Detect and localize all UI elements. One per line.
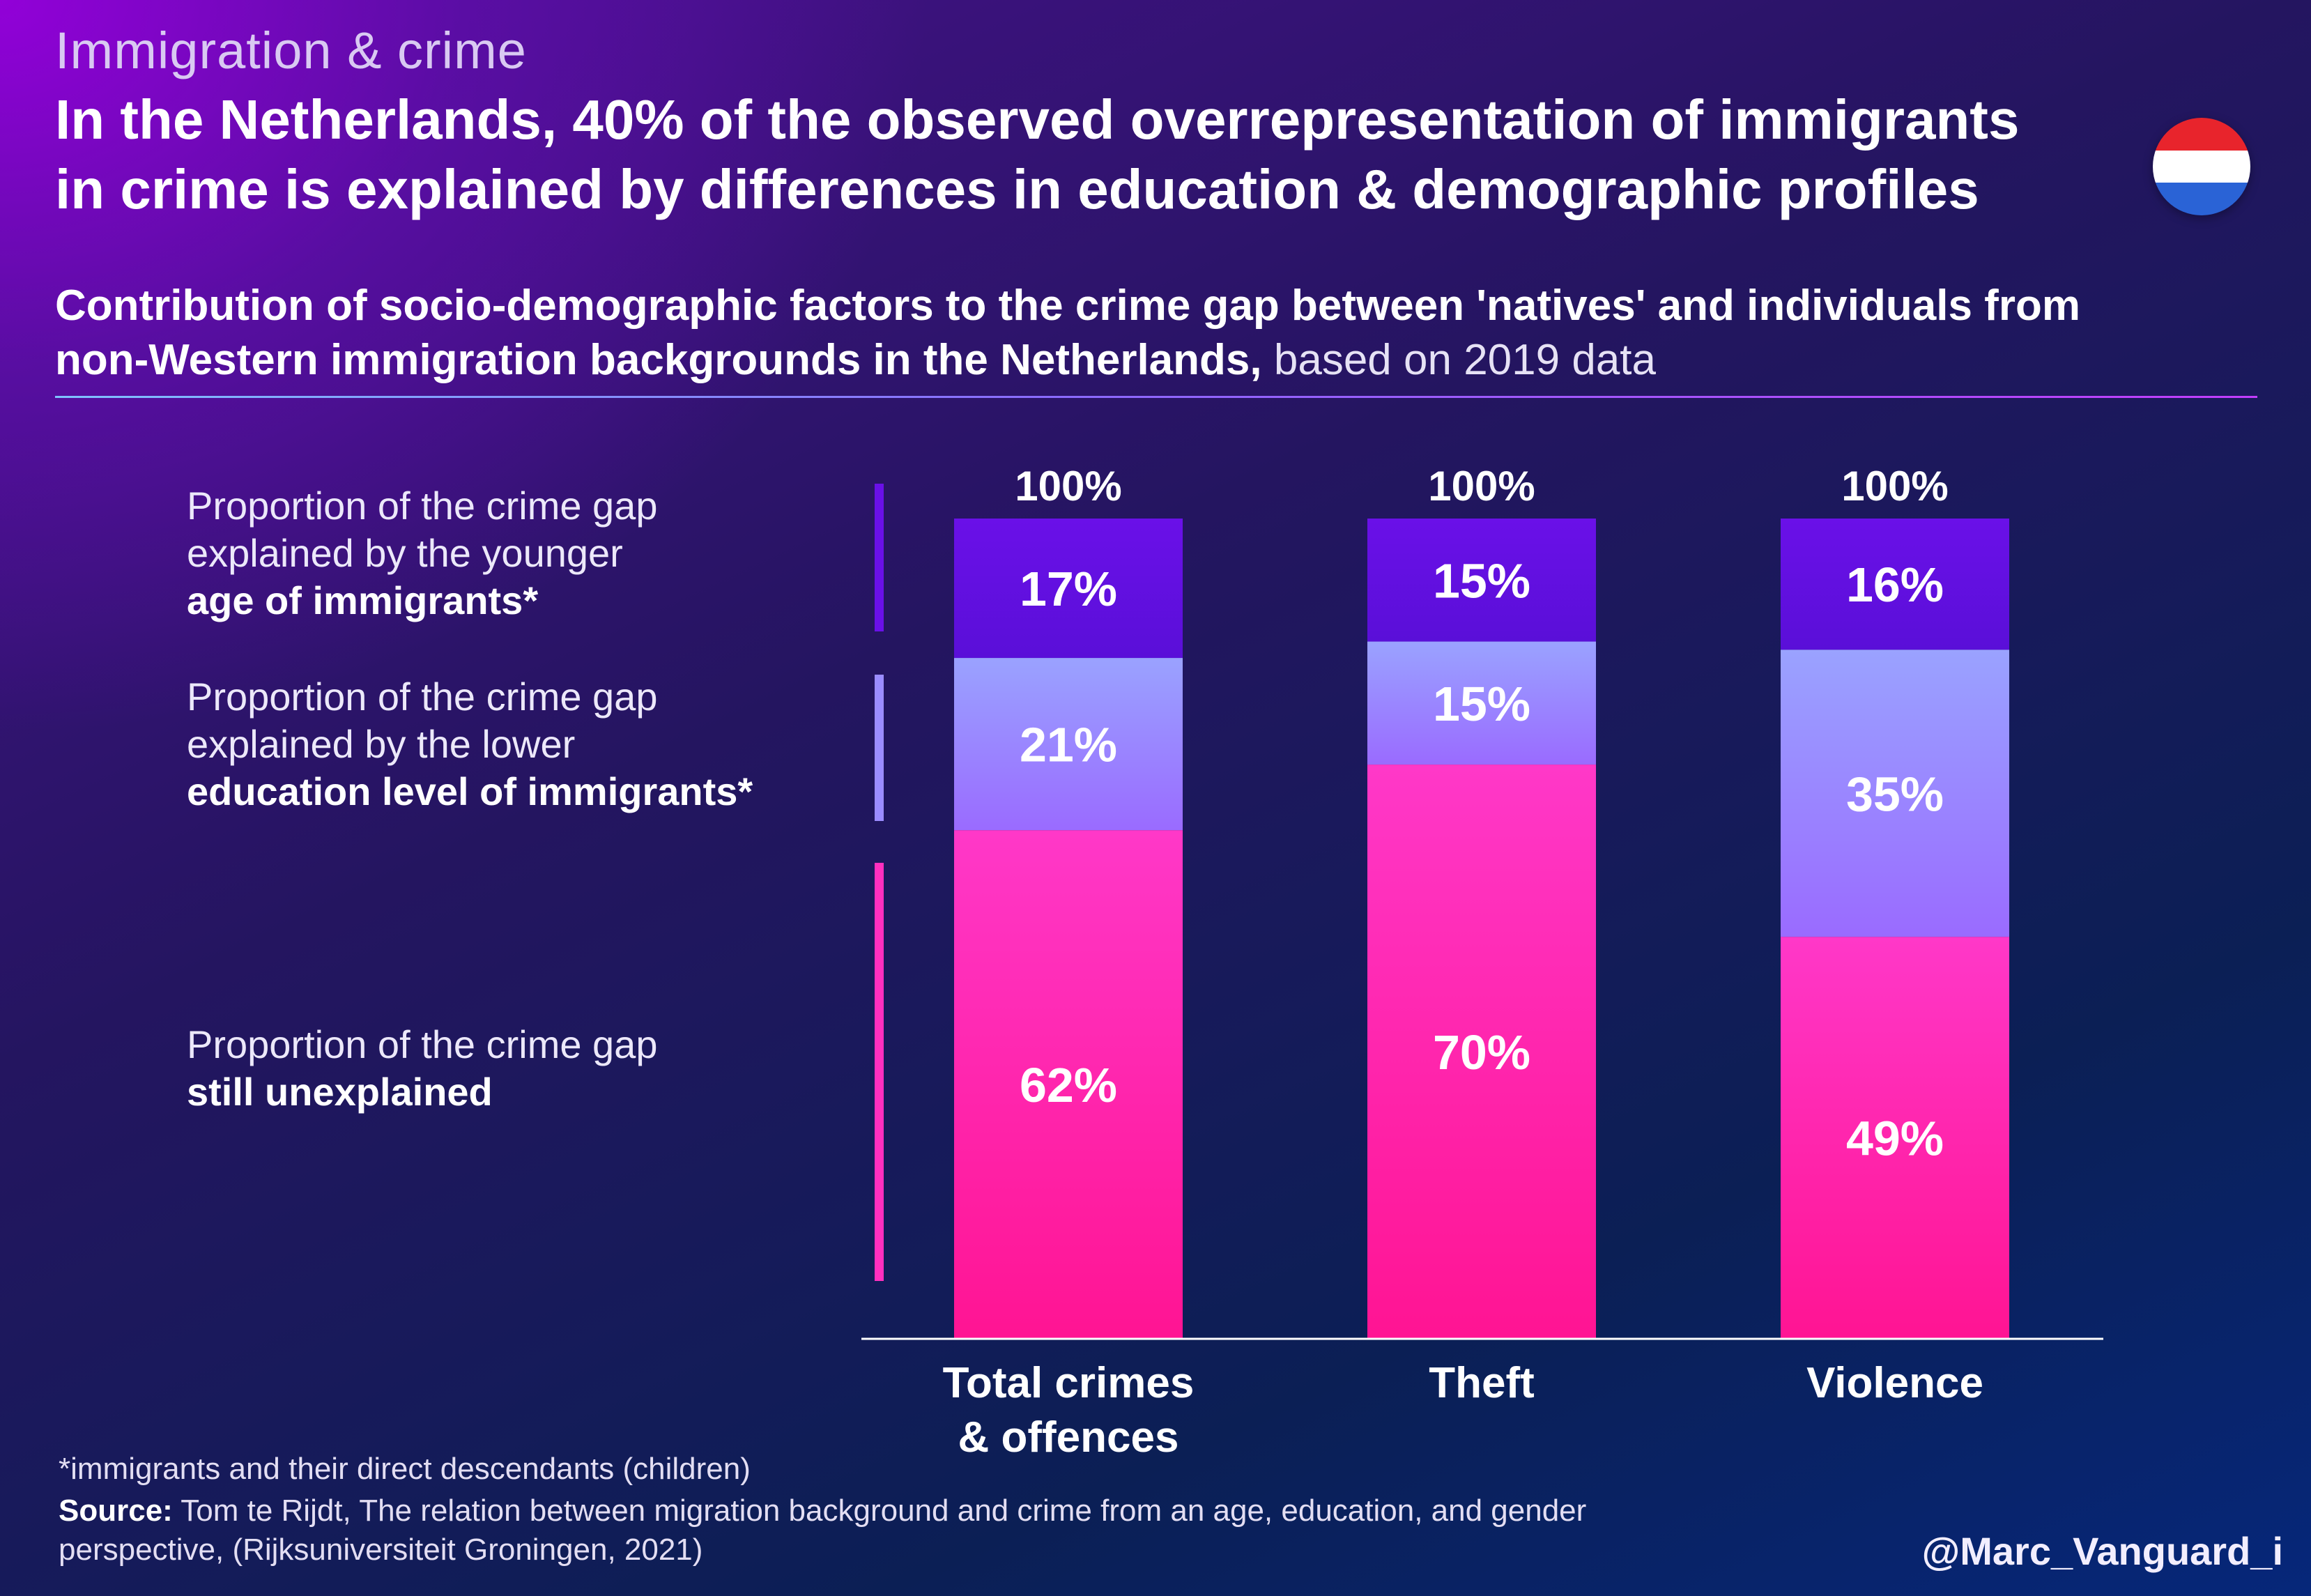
headline-line-1: In the Netherlands, 40% of the observed … bbox=[55, 89, 2020, 151]
legend-bar-age bbox=[875, 484, 884, 631]
data-label-age-1: 17% bbox=[1020, 562, 1117, 616]
source-line-1: Tom te Rijdt, The relation between migra… bbox=[172, 1494, 1587, 1528]
bar-segment-education-3 bbox=[1781, 650, 2009, 937]
data-label-age-2: 15% bbox=[1433, 553, 1530, 608]
source-note: Source: Tom te Rijdt, The relation betwe… bbox=[59, 1491, 1586, 1570]
category-label-2-line-1: Theft bbox=[1429, 1359, 1535, 1407]
headline: In the Netherlands, 40% of the observed … bbox=[55, 85, 2019, 224]
legend-unexplained: Proportion of the crime gap still unexpl… bbox=[187, 1021, 657, 1116]
flag-white-stripe bbox=[2153, 150, 2250, 183]
legend-bar-education bbox=[875, 675, 884, 821]
data-label-unexplained-1: 62% bbox=[1020, 1058, 1117, 1112]
eyebrow-title: Immigration & crime bbox=[55, 22, 527, 79]
legend-education-line-3: education level of immigrants* bbox=[187, 769, 753, 813]
data-label-education-3: 35% bbox=[1846, 767, 1944, 821]
footnote: *immigrants and their direct descendants… bbox=[59, 1452, 751, 1486]
total-label-3: 100% bbox=[1841, 463, 1948, 509]
legend-education-line-2: explained by the lower bbox=[187, 722, 576, 766]
bar-segment-education-2 bbox=[1367, 641, 1596, 765]
data-label-education-2: 15% bbox=[1433, 677, 1530, 731]
headline-line-2: in crime is explained by differences in … bbox=[55, 158, 1979, 220]
legend-age-line-3: age of immigrants* bbox=[187, 578, 539, 622]
subtitle-line-1: Contribution of socio-demographic factor… bbox=[55, 282, 2080, 330]
total-label-2: 100% bbox=[1428, 463, 1535, 509]
bar-segment-unexplained-2 bbox=[1367, 765, 1596, 1339]
subtitle-line-2-bold: non-Western immigration backgrounds in t… bbox=[55, 336, 1262, 384]
legend-age-line-2: explained by the younger bbox=[187, 531, 623, 575]
chart-subtitle: Contribution of socio-demographic factor… bbox=[55, 279, 2080, 388]
bar-segment-age-1 bbox=[954, 519, 1183, 659]
data-label-unexplained-2: 70% bbox=[1433, 1025, 1530, 1080]
legend-unexplained-line-1: Proportion of the crime gap bbox=[187, 1022, 658, 1066]
legend-bar-unexplained bbox=[875, 863, 884, 1281]
bar-segment-age-2 bbox=[1367, 519, 1596, 642]
legend-education-line-1: Proportion of the crime gap bbox=[187, 675, 658, 719]
source-label: Source: bbox=[59, 1494, 173, 1528]
legend-unexplained-line-2: still unexplained bbox=[187, 1070, 493, 1114]
legend-age: Proportion of the crime gap explained by… bbox=[187, 482, 657, 624]
bar-segment-unexplained-1 bbox=[954, 830, 1183, 1339]
data-label-education-1: 21% bbox=[1020, 718, 1117, 772]
category-label-1-line-1: Total crimes bbox=[943, 1359, 1195, 1407]
author-handle: @Marc_Vanguard_i bbox=[1921, 1529, 2283, 1573]
bar-segment-unexplained-3 bbox=[1781, 937, 2009, 1339]
bar-segment-age-3 bbox=[1781, 519, 2009, 650]
subtitle-line-2-light: based on 2019 data bbox=[1261, 336, 1657, 384]
source-line-2: perspective, (Rijksuniversiteit Groninge… bbox=[59, 1533, 703, 1567]
bar-segment-education-1 bbox=[954, 658, 1183, 831]
data-label-unexplained-3: 49% bbox=[1846, 1112, 1944, 1166]
legend-age-line-1: Proportion of the crime gap bbox=[187, 484, 658, 528]
category-label-1-line-2: & offences bbox=[958, 1413, 1179, 1461]
data-label-age-3: 16% bbox=[1846, 558, 1944, 612]
legend-education: Proportion of the crime gap explained by… bbox=[187, 673, 753, 815]
total-label-1: 100% bbox=[1015, 463, 1121, 509]
divider-rule bbox=[55, 396, 2257, 398]
bars-group: 17% 21% 62% 100% Total crimes & offences 15% 15… bbox=[943, 463, 2009, 1461]
category-label-3-line-1: Violence bbox=[1806, 1359, 1983, 1407]
